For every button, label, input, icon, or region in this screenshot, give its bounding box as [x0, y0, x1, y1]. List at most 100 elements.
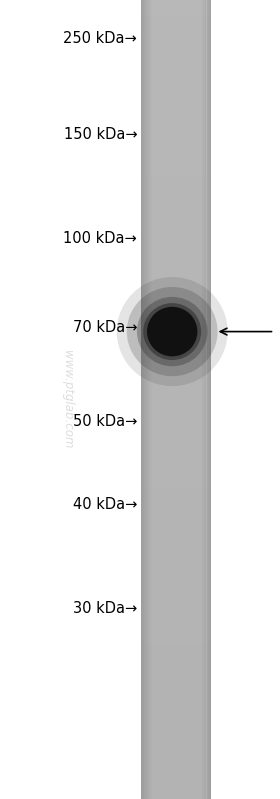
Bar: [141, 264, 211, 268]
Bar: [141, 495, 211, 499]
Bar: [141, 631, 211, 635]
Bar: [141, 743, 211, 747]
Bar: [141, 519, 211, 523]
Bar: [141, 663, 211, 667]
Bar: [151, 0, 152, 799]
Bar: [141, 192, 211, 196]
Bar: [141, 707, 211, 711]
Bar: [141, 52, 211, 56]
Bar: [141, 232, 211, 236]
Bar: [141, 731, 211, 735]
Bar: [141, 316, 211, 320]
Bar: [141, 180, 211, 184]
Bar: [141, 400, 211, 403]
Bar: [141, 691, 211, 695]
Bar: [141, 571, 211, 575]
Bar: [210, 0, 211, 799]
Bar: [141, 583, 211, 587]
Bar: [141, 687, 211, 691]
Bar: [141, 164, 211, 168]
Bar: [202, 0, 203, 799]
Text: 40 kDa→: 40 kDa→: [73, 498, 137, 512]
Bar: [141, 531, 211, 535]
Bar: [141, 639, 211, 643]
Bar: [141, 675, 211, 679]
Bar: [141, 108, 211, 112]
Bar: [141, 160, 211, 164]
Text: 150 kDa→: 150 kDa→: [64, 127, 137, 141]
Bar: [141, 28, 211, 32]
Bar: [141, 723, 211, 727]
Bar: [141, 459, 211, 463]
Bar: [141, 471, 211, 475]
Bar: [141, 100, 211, 104]
Bar: [141, 499, 211, 503]
Bar: [141, 72, 211, 76]
Bar: [141, 352, 211, 356]
Bar: [141, 455, 211, 459]
Bar: [141, 220, 211, 224]
Bar: [203, 0, 204, 799]
Bar: [141, 96, 211, 100]
Bar: [141, 447, 211, 451]
Bar: [141, 667, 211, 671]
Bar: [141, 587, 211, 591]
Bar: [141, 320, 211, 324]
Bar: [141, 467, 211, 471]
Ellipse shape: [117, 277, 228, 386]
Bar: [141, 324, 211, 328]
Bar: [141, 364, 211, 368]
Bar: [141, 288, 211, 292]
Text: 30 kDa→: 30 kDa→: [73, 602, 137, 616]
Bar: [141, 300, 211, 304]
Bar: [141, 523, 211, 527]
Bar: [141, 575, 211, 579]
Bar: [141, 643, 211, 647]
Bar: [141, 443, 211, 447]
Bar: [141, 296, 211, 300]
Bar: [141, 671, 211, 675]
Bar: [141, 475, 211, 479]
Bar: [141, 787, 211, 791]
Bar: [141, 655, 211, 659]
Bar: [141, 567, 211, 571]
Bar: [141, 555, 211, 559]
Text: 250 kDa→: 250 kDa→: [64, 31, 137, 46]
Bar: [141, 256, 211, 260]
Bar: [141, 423, 211, 427]
Bar: [141, 563, 211, 567]
Bar: [141, 120, 211, 124]
Bar: [141, 647, 211, 651]
Bar: [141, 32, 211, 36]
Bar: [141, 36, 211, 40]
Bar: [141, 451, 211, 455]
Bar: [141, 360, 211, 364]
Bar: [141, 44, 211, 48]
Bar: [141, 0, 142, 799]
Bar: [141, 507, 211, 511]
Bar: [141, 200, 211, 204]
Bar: [141, 759, 211, 763]
Bar: [141, 344, 211, 348]
Bar: [141, 551, 211, 555]
Bar: [141, 699, 211, 703]
Bar: [141, 483, 211, 487]
Bar: [141, 372, 211, 376]
Bar: [141, 12, 211, 16]
Bar: [141, 739, 211, 743]
Bar: [141, 148, 211, 152]
Bar: [141, 104, 211, 108]
Bar: [141, 515, 211, 519]
Bar: [141, 76, 211, 80]
Bar: [141, 627, 211, 631]
Ellipse shape: [143, 303, 201, 360]
Bar: [141, 248, 211, 252]
Bar: [141, 439, 211, 443]
Bar: [141, 276, 211, 280]
Bar: [141, 152, 211, 156]
Bar: [141, 204, 211, 208]
Bar: [141, 747, 211, 751]
Bar: [141, 92, 211, 96]
Bar: [141, 763, 211, 767]
Bar: [141, 543, 211, 547]
